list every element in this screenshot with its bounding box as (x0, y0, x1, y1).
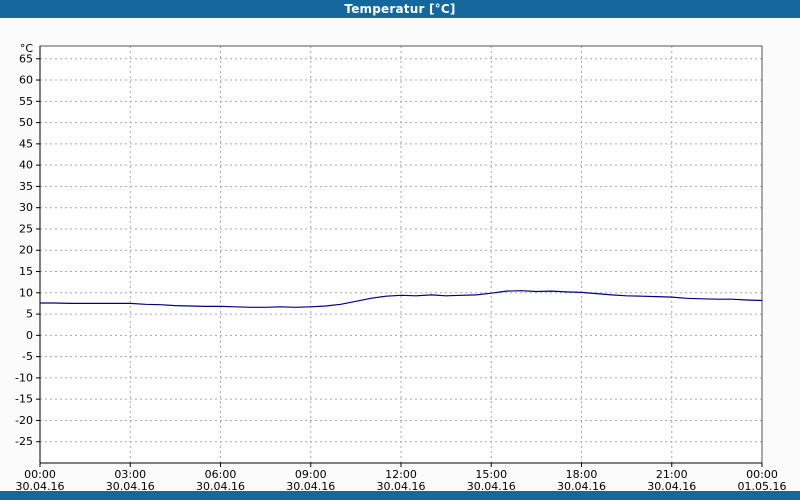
svg-text:06:00: 06:00 (205, 468, 237, 481)
window-titlebar: Temperatur [°C] (0, 0, 800, 18)
svg-text:30.04.16: 30.04.16 (106, 480, 155, 492)
svg-text:°C: °C (20, 42, 34, 55)
svg-text:30.04.16: 30.04.16 (196, 480, 245, 492)
chart-region: 65 60 55 50 45 40 35 30 25 20 15 10 5 0 -5 -10 -15 -20 -25… (0, 18, 800, 492)
svg-text:20: 20 (19, 244, 33, 257)
svg-text:-10: -10 (15, 371, 33, 384)
svg-text:10: 10 (19, 286, 33, 299)
svg-text:30.04.16: 30.04.16 (377, 480, 426, 492)
svg-text:30: 30 (19, 201, 33, 214)
svg-text:5: 5 (26, 308, 33, 321)
svg-text:-20: -20 (15, 414, 33, 427)
svg-text:18:00: 18:00 (566, 468, 598, 481)
svg-text:01.05.16: 01.05.16 (738, 480, 787, 492)
svg-text:09:00: 09:00 (295, 468, 327, 481)
svg-text:-25: -25 (15, 435, 33, 448)
svg-text:55: 55 (19, 95, 33, 108)
svg-text:65: 65 (19, 52, 33, 65)
svg-text:30.04.16: 30.04.16 (647, 480, 696, 492)
svg-text:0: 0 (26, 329, 33, 342)
svg-text:15:00: 15:00 (475, 468, 507, 481)
svg-text:03:00: 03:00 (114, 468, 146, 481)
svg-text:30.04.16: 30.04.16 (467, 480, 516, 492)
window-title: Temperatur [°C] (344, 2, 456, 16)
svg-text:40: 40 (19, 159, 33, 172)
svg-text:60: 60 (19, 74, 33, 87)
svg-text:-5: -5 (22, 350, 33, 363)
svg-text:30.04.16: 30.04.16 (286, 480, 335, 492)
svg-text:30.04.16: 30.04.16 (16, 480, 65, 492)
chart-svg: 65605550454035302520151050-5-10-15-20-25… (15, 42, 787, 492)
svg-text:00:00: 00:00 (746, 468, 778, 481)
svg-text:21:00: 21:00 (656, 468, 688, 481)
svg-text:35: 35 (19, 180, 33, 193)
svg-text:45: 45 (19, 137, 33, 150)
svg-text:12:00: 12:00 (385, 468, 417, 481)
svg-text:00:00: 00:00 (24, 468, 56, 481)
svg-text:15: 15 (19, 265, 33, 278)
svg-text:50: 50 (19, 116, 33, 129)
window-footerbar (0, 491, 800, 500)
svg-text:-15: -15 (15, 393, 33, 406)
svg-text:25: 25 (19, 222, 33, 235)
svg-text:30.04.16: 30.04.16 (557, 480, 606, 492)
